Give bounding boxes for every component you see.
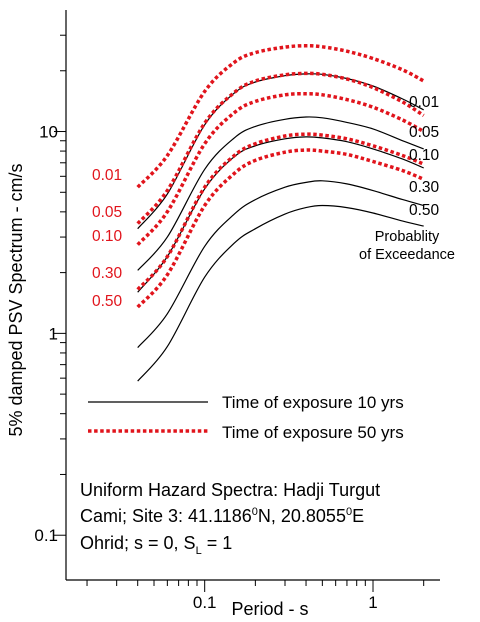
left-curve-label: 0.05 [92,204,122,221]
series-layer [136,44,425,382]
series-line-50yrs-p005 [136,71,425,225]
left-curve-label: 0.30 [92,265,123,282]
series-labels: 0.01 0.05 0.10 0.30 0.50 0.01 0.05 0.10 0.30 0.50 [92,94,440,310]
left-curve-label: 0.10 [92,228,123,245]
y-tick-label: 1 [49,324,58,343]
series-line-10yrs-p005 [137,116,424,271]
y-tick-label: 0.1 [34,526,58,545]
site-caption: Uniform Hazard Spectra: Hadji Turgut Cam… [80,480,380,557]
x-tick-label: 1 [368,593,377,612]
series-line-10yrs-p030 [137,180,424,348]
series-line-10yrs-p050 [137,204,424,382]
caption-line-1: Uniform Hazard Spectra: Hadji Turgut [80,480,380,500]
series-line-50yrs-p010 [136,91,425,246]
ticks [54,34,425,592]
left-curve-label: 0.01 [92,167,122,184]
legend-label-50yrs: Time of exposure 50 yrs [222,423,404,442]
series-line-50yrs-p030 [136,132,425,291]
left-curve-label: 0.50 [92,293,123,310]
tick-labels: 0.1 1 0.1 1 10 [34,123,377,612]
axes [65,10,440,581]
right-curve-label: 0.05 [409,124,439,141]
right-curve-label: 0.30 [409,179,440,196]
right-curve-label: 0.50 [409,202,440,219]
y-tick-label: 10 [39,123,58,142]
exceedance-annotation-line2: of Exceedance [359,247,455,263]
series-line-50yrs-p001 [136,44,425,189]
right-curve-label: 0.10 [409,147,440,164]
caption-line-2: Cami; Site 3: 41.11860N, 20.80550E [80,506,364,526]
legend-label-10yrs: Time of exposure 10 yrs [222,393,404,412]
caption-line-3: Ohrid; s = 0, SL = 1 [80,533,232,557]
exceedance-annotation-line1: Probablity [375,229,440,245]
x-tick-label: 0.1 [193,593,217,612]
y-axis-label: 5% damped PSV Spectrum - cm/s [6,163,26,436]
series-line-50yrs-p050 [136,148,425,309]
legend: Time of exposure 10 yrs Time of exposure… [88,393,404,442]
x-axis-label: Period - s [231,599,308,619]
right-curve-label: 0.01 [409,94,439,111]
